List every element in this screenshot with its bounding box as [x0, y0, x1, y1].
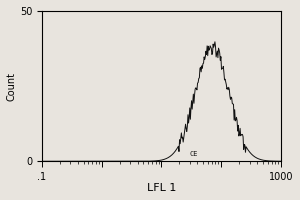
Y-axis label: Count: Count: [7, 72, 17, 101]
Text: CE: CE: [190, 151, 198, 157]
X-axis label: LFL 1: LFL 1: [147, 183, 176, 193]
